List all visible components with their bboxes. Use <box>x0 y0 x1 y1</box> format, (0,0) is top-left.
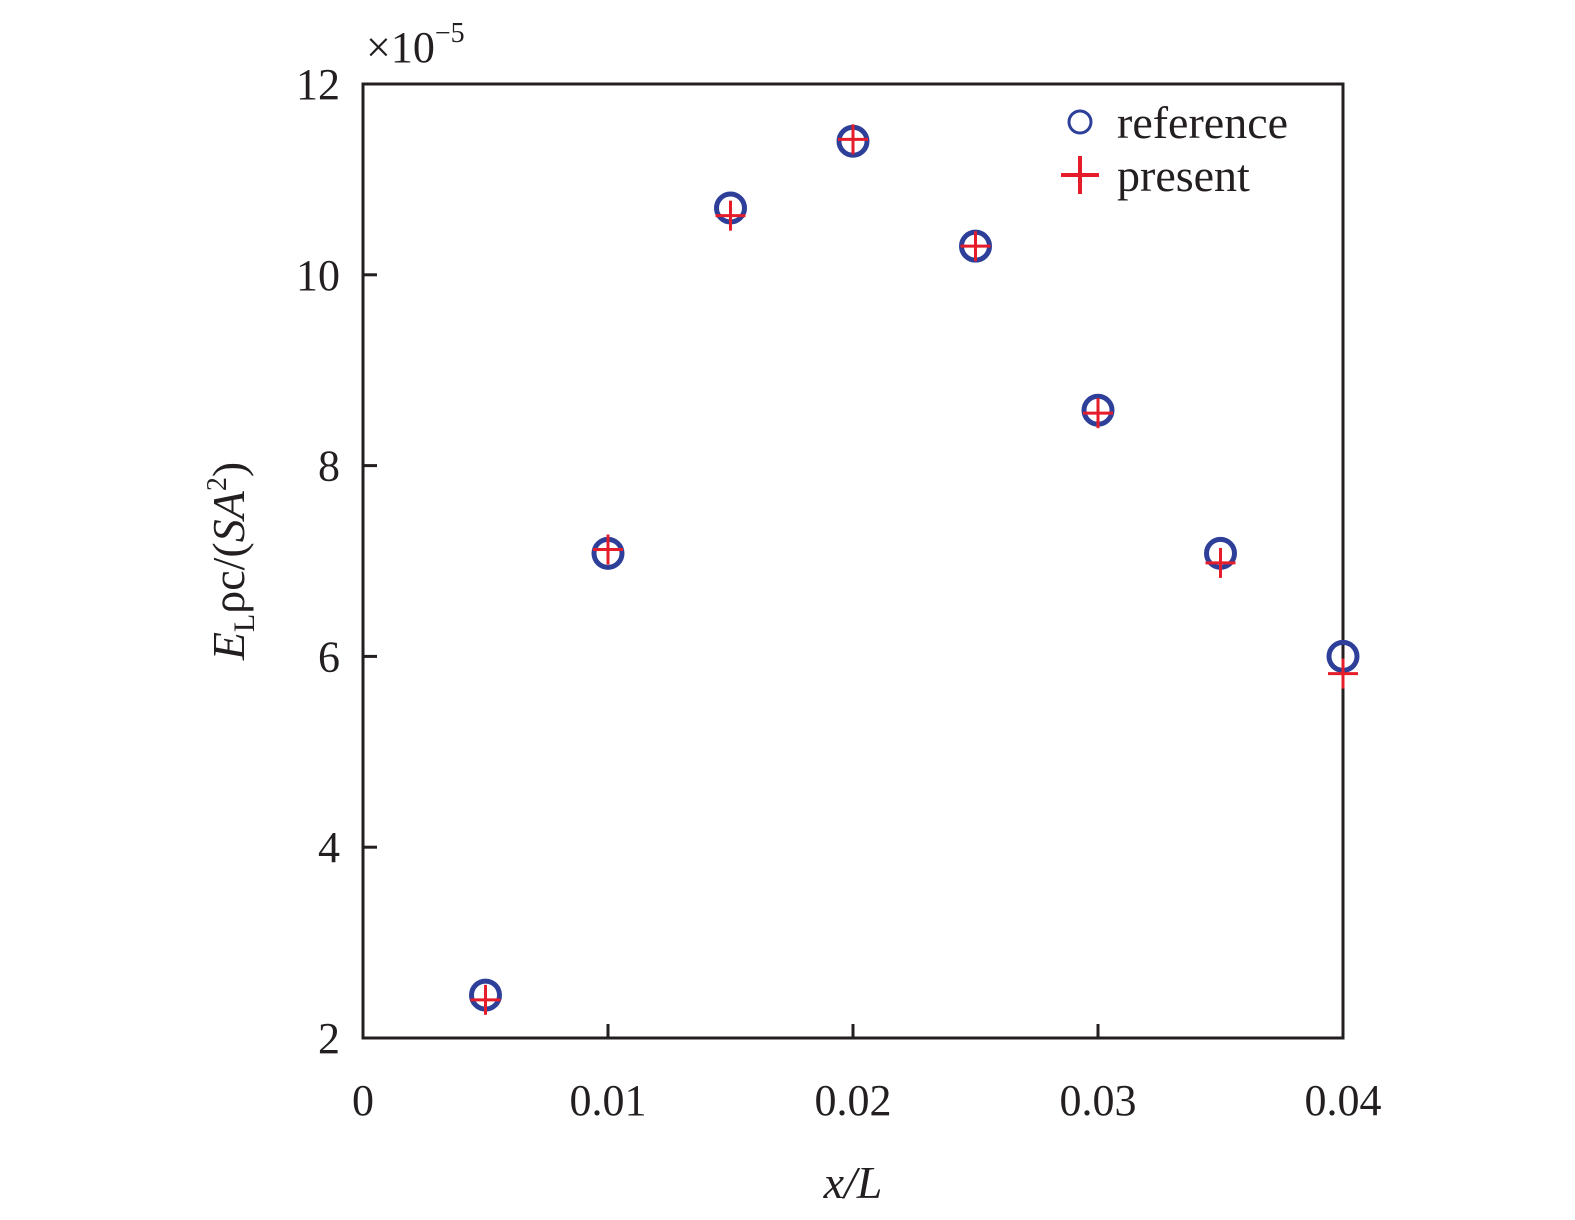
legend-reference-marker <box>1067 109 1093 135</box>
x-axis-label: x/L <box>823 1157 883 1208</box>
y-tick-label: 6 <box>318 632 340 681</box>
y-tick-label: 8 <box>318 442 340 491</box>
y-tick-label: 4 <box>318 823 340 872</box>
y-tick-label: 10 <box>296 251 340 300</box>
present-point <box>1205 547 1236 578</box>
y-tick-label: 2 <box>318 1014 340 1063</box>
present-point <box>960 231 991 262</box>
present-point <box>715 200 746 231</box>
legend-present-label: present <box>1117 150 1250 201</box>
present-point <box>470 984 501 1015</box>
legend-present-marker <box>1061 156 1099 194</box>
present-point <box>1083 398 1113 429</box>
y-axis-label: ELρc/(SA2) <box>202 462 261 661</box>
plot-area-frame <box>361 82 1345 1040</box>
present-point <box>593 534 623 565</box>
x-tick-label: 0.02 <box>815 1076 892 1125</box>
y-tick-label: 12 <box>296 60 340 109</box>
y-axis-ticks: 2 4 6 8 10 12 <box>296 60 377 1063</box>
scale-factor-label: ×10−5 <box>366 18 465 72</box>
x-tick-label: 0 <box>352 1076 374 1125</box>
present-point <box>838 124 868 155</box>
series-reference <box>469 124 1360 1012</box>
series-present <box>470 124 1358 1015</box>
present-point <box>1328 658 1358 689</box>
legend: reference present <box>1061 97 1288 201</box>
x-axis-ticks: 0 0.01 0.02 0.03 0.04 <box>352 1024 1382 1125</box>
x-tick-label: 0.04 <box>1305 1076 1382 1125</box>
x-tick-label: 0.03 <box>1060 1076 1137 1125</box>
x-tick-label: 0.01 <box>570 1076 647 1125</box>
legend-reference-label: reference <box>1117 97 1288 148</box>
